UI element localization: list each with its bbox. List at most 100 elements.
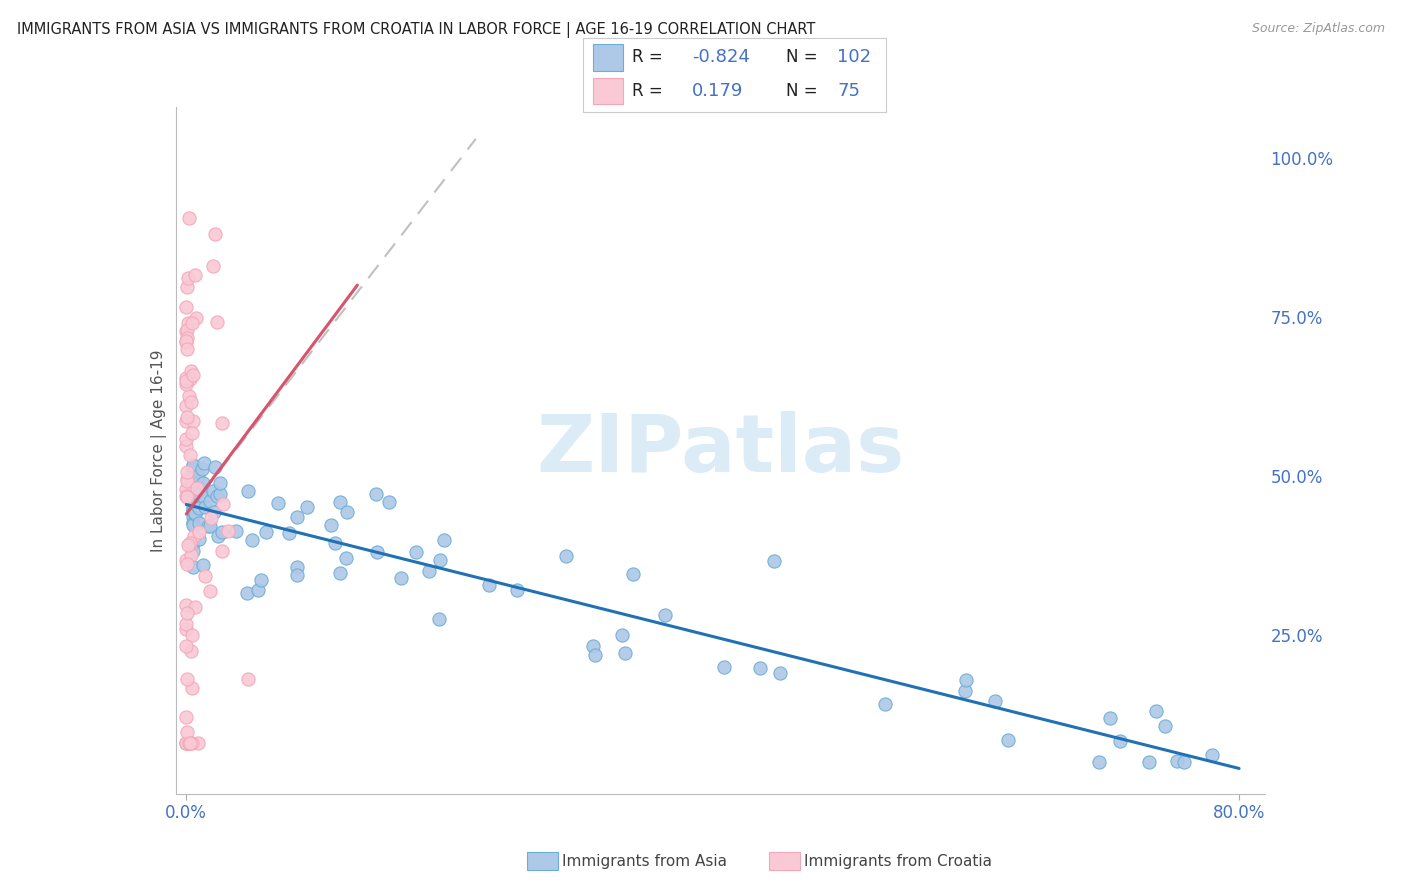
Point xyxy=(1166,754,1188,768)
Point xyxy=(176,490,198,504)
Point xyxy=(181,736,204,750)
Point xyxy=(610,628,633,642)
Text: -0.824: -0.824 xyxy=(692,48,751,66)
Text: R =: R = xyxy=(631,48,668,66)
Point xyxy=(181,458,204,473)
Point xyxy=(418,564,440,578)
Point xyxy=(204,227,226,241)
Point xyxy=(176,736,198,750)
Point xyxy=(191,482,214,496)
Point xyxy=(321,518,343,533)
Point xyxy=(184,268,207,283)
Point xyxy=(238,672,260,686)
Point xyxy=(335,551,357,566)
Point xyxy=(621,567,644,582)
Point xyxy=(194,500,217,515)
Point xyxy=(769,666,792,681)
Point xyxy=(278,526,301,541)
Point xyxy=(654,607,676,622)
Point xyxy=(285,560,308,574)
Point xyxy=(174,599,197,613)
Point xyxy=(211,544,233,558)
Point xyxy=(176,557,198,571)
Point xyxy=(177,270,200,285)
Point xyxy=(211,416,233,430)
Text: 102: 102 xyxy=(838,48,872,66)
Point xyxy=(873,698,896,712)
Point xyxy=(209,476,232,491)
Point xyxy=(432,533,454,547)
Point xyxy=(389,571,412,585)
Point xyxy=(181,627,204,641)
Point xyxy=(181,486,204,500)
Point xyxy=(179,372,201,386)
Point xyxy=(555,549,578,563)
Point xyxy=(176,472,198,486)
Point xyxy=(179,536,201,550)
Point xyxy=(191,462,214,476)
Point xyxy=(323,536,346,550)
Point xyxy=(366,545,388,559)
Point xyxy=(713,660,735,674)
Point xyxy=(176,300,198,314)
Point xyxy=(174,710,197,724)
Point xyxy=(336,505,359,519)
Point xyxy=(181,462,204,476)
Point xyxy=(180,681,202,695)
Point xyxy=(176,323,198,337)
Point xyxy=(174,438,197,452)
Point xyxy=(208,486,231,500)
Point xyxy=(188,501,211,516)
Y-axis label: In Labor Force | Age 16-19: In Labor Force | Age 16-19 xyxy=(152,349,167,552)
Point xyxy=(176,489,198,503)
Point xyxy=(205,489,228,503)
Point xyxy=(177,736,200,750)
Point xyxy=(378,495,401,509)
Point xyxy=(193,558,215,572)
Point xyxy=(267,496,290,510)
Point xyxy=(181,510,204,524)
Point xyxy=(174,616,197,631)
Point xyxy=(174,736,197,750)
Point xyxy=(176,553,198,567)
Point xyxy=(1137,755,1160,769)
Point xyxy=(1109,734,1132,748)
Point xyxy=(181,414,204,428)
Text: R =: R = xyxy=(631,82,673,100)
Point xyxy=(177,316,200,330)
Point xyxy=(193,456,215,470)
Point xyxy=(181,496,204,510)
Point xyxy=(211,524,233,539)
Point xyxy=(429,553,451,567)
Point xyxy=(174,334,197,349)
Point xyxy=(427,611,450,625)
Point xyxy=(179,211,201,225)
Point xyxy=(202,259,225,273)
Point xyxy=(506,582,529,597)
Point xyxy=(583,648,606,662)
Point xyxy=(207,528,229,542)
Point xyxy=(176,607,198,621)
Point xyxy=(181,490,204,504)
Text: ZIPatlas: ZIPatlas xyxy=(537,411,904,490)
Point xyxy=(174,399,197,413)
Point xyxy=(246,582,269,597)
Point xyxy=(183,529,205,543)
Bar xyxy=(592,45,623,70)
Point xyxy=(748,661,770,675)
Point xyxy=(181,468,204,483)
Text: 75: 75 xyxy=(838,82,860,100)
Point xyxy=(1144,704,1167,718)
Text: N =: N = xyxy=(786,48,823,66)
Point xyxy=(955,683,977,698)
Point xyxy=(329,566,352,581)
Point xyxy=(194,569,217,583)
Point xyxy=(200,511,222,525)
Point xyxy=(205,315,228,329)
Point xyxy=(197,519,219,533)
Text: Immigrants from Asia: Immigrants from Asia xyxy=(562,855,727,869)
Point xyxy=(181,543,204,558)
Point xyxy=(177,389,200,403)
Point xyxy=(186,311,208,326)
Point xyxy=(1201,747,1223,762)
